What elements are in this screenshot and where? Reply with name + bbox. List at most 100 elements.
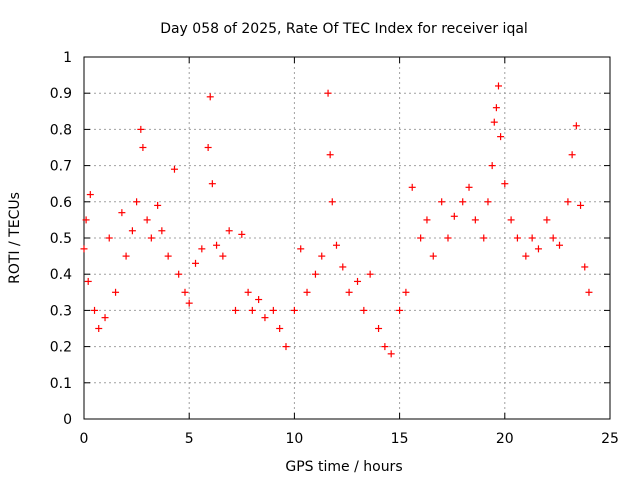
data-point <box>417 234 425 242</box>
data-point <box>556 241 564 249</box>
data-point <box>366 270 374 278</box>
data-point <box>170 165 178 173</box>
y-tick-label: 0.9 <box>50 86 72 102</box>
data-point <box>225 227 233 235</box>
data-point <box>423 216 431 224</box>
y-tick-label: 0.5 <box>50 231 72 247</box>
data-point <box>185 299 193 307</box>
data-point <box>86 191 94 199</box>
data-point <box>326 151 334 159</box>
data-point <box>572 122 580 130</box>
data-point <box>381 343 389 351</box>
data-point <box>122 252 130 260</box>
data-point <box>387 350 395 358</box>
data-point <box>158 227 166 235</box>
x-ticks: 0 5 10 15 20 25 <box>80 57 619 447</box>
y-tick-label: 0 <box>63 412 72 428</box>
data-point <box>231 306 239 314</box>
data-point <box>118 209 126 217</box>
data-point <box>303 288 311 296</box>
data-point <box>80 245 88 253</box>
data-point <box>577 201 585 209</box>
data-point <box>324 89 332 97</box>
data-point <box>137 125 145 133</box>
data-point <box>238 230 246 238</box>
data-point <box>328 198 336 206</box>
data-point <box>95 325 103 332</box>
x-tick-label: 0 <box>80 431 89 447</box>
chart-title: Day 058 of 2025, Rate Of TEC Index for r… <box>160 21 528 37</box>
data-point <box>480 234 488 242</box>
data-point <box>339 263 347 271</box>
data-point <box>175 270 183 278</box>
data-point <box>534 245 542 253</box>
data-point <box>244 288 252 296</box>
data-point <box>581 263 589 271</box>
data-point <box>564 198 572 206</box>
data-point <box>408 183 416 191</box>
data-point <box>105 234 113 242</box>
data-point <box>198 245 206 253</box>
data-point <box>269 306 277 314</box>
x-tick-label: 20 <box>496 431 514 447</box>
data-point <box>585 288 593 296</box>
data-point <box>181 288 189 296</box>
data-point <box>147 234 155 242</box>
data-point <box>133 198 141 206</box>
data-point <box>345 288 353 296</box>
data-point <box>549 234 557 242</box>
grid <box>84 57 610 419</box>
data-point <box>139 144 147 151</box>
data-point <box>154 201 162 209</box>
data-point <box>501 180 509 188</box>
data-point <box>332 241 340 249</box>
x-axis-label: GPS time / hours <box>285 459 402 475</box>
y-tick-label: 0.3 <box>50 303 72 319</box>
data-point <box>465 183 473 191</box>
data-point <box>248 306 256 314</box>
data-point <box>429 252 437 260</box>
y-tick-label: 0.1 <box>50 376 72 392</box>
data-point <box>492 104 500 112</box>
y-tick-label: 0.7 <box>50 159 72 175</box>
y-tick-label: 0.4 <box>50 267 72 283</box>
data-point <box>318 252 326 260</box>
data-point <box>297 245 305 253</box>
data-point <box>282 343 290 351</box>
data-point <box>276 325 284 332</box>
data-point <box>311 270 319 278</box>
data-point <box>204 144 212 151</box>
data-point <box>192 259 200 267</box>
data-point <box>375 325 383 332</box>
data-point <box>112 288 120 296</box>
x-tick-label: 5 <box>185 431 194 447</box>
data-point <box>208 180 216 188</box>
data-point <box>490 118 498 126</box>
data-point <box>438 198 446 206</box>
data-point <box>84 277 92 285</box>
data-point <box>488 162 496 170</box>
data-point <box>568 151 576 159</box>
data-point <box>255 296 263 304</box>
data-point <box>522 252 530 260</box>
data-point <box>444 234 452 242</box>
x-tick-label: 25 <box>601 431 619 447</box>
y-tick-label: 0.6 <box>50 195 72 211</box>
x-tick-label: 15 <box>391 431 409 447</box>
data-point <box>206 93 214 101</box>
data-point <box>219 252 227 260</box>
data-point <box>143 216 151 224</box>
data-point <box>354 277 362 285</box>
data-point <box>290 306 298 314</box>
data-point <box>494 82 502 90</box>
data-point <box>396 306 404 314</box>
data-point <box>360 306 368 314</box>
y-axis-label: ROTI / TECUs <box>7 192 23 284</box>
data-point <box>513 234 521 242</box>
data-point <box>507 216 515 224</box>
data-points <box>80 82 593 358</box>
data-point <box>82 216 90 224</box>
y-tick-label: 1 <box>63 50 72 66</box>
y-ticks: 0 0.1 0.2 0.3 0.4 0.5 0.6 0.7 0.8 0.9 1 <box>50 50 610 428</box>
